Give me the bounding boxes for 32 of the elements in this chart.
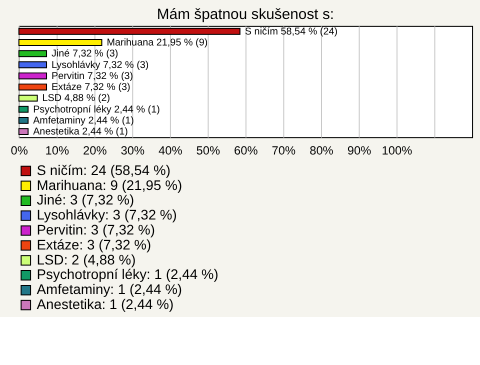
data-label: Amfetaminy 2,44 % (1)	[33, 115, 134, 126]
data-label: Extáze 7,32 % (3)	[51, 82, 130, 94]
x-tick-label: 100%	[382, 144, 413, 158]
x-tick-label: 70%	[272, 144, 296, 158]
x-tick-label: 40%	[158, 144, 183, 158]
legend-label: Extáze: 3 (7,32 %)	[36, 236, 152, 252]
data-label: S ničím 58,54 % (24)	[244, 26, 338, 38]
legend-label: Amfetaminy: 1 (2,44 %)	[36, 281, 182, 298]
data-label: Marihuana 21,95 % (9)	[106, 38, 208, 49]
x-tick-label: 80%	[310, 144, 334, 158]
x-tick-label: 50%	[196, 144, 221, 158]
legend-label: Lysohlávky: 3 (7,32 %)	[36, 206, 177, 223]
legend-label: Psychotropní léky: 1 (2,44 %)	[36, 266, 218, 282]
x-tick-label: 20%	[82, 144, 108, 158]
legend-label: Marihuana: 9 (21,95 %)	[36, 176, 182, 193]
legend-label: LSD: 2 (4,88 %)	[36, 251, 136, 268]
data-label: Anestetika 2,44 % (1)	[33, 126, 128, 138]
data-label: Lysohlávky 7,32 % (3)	[51, 60, 149, 71]
x-tick-label: 0%	[10, 144, 28, 158]
chart-title: Mám špatnou skušenost s:	[156, 6, 334, 23]
legend-label: S ničím: 24 (58,54 %)	[36, 162, 170, 178]
data-label: Jiné 7,32 % (3)	[51, 48, 118, 60]
x-tick-label: 10%	[45, 144, 70, 158]
data-label: Psychotropní léky 2,44 % (1)	[33, 104, 160, 116]
legend-label: Jiné: 3 (7,32 %)	[36, 192, 134, 208]
data-label: LSD 4,88 % (2)	[42, 93, 110, 104]
legend-label: Anestetika: 1 (2,44 %)	[36, 296, 174, 312]
data-label: Pervitin 7,32 % (3)	[51, 70, 134, 82]
x-tick-label: 30%	[120, 144, 145, 158]
x-tick-label: 90%	[347, 144, 372, 158]
x-tick-label: 60%	[234, 144, 258, 158]
legend-label: Pervitin: 3 (7,32 %)	[36, 222, 156, 238]
